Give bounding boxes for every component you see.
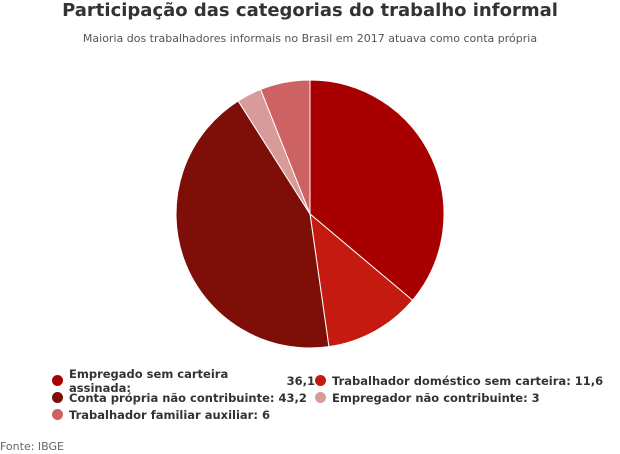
source: Fonte: IBGE bbox=[0, 440, 64, 453]
legend-marker bbox=[315, 375, 326, 386]
legend-marker bbox=[315, 392, 326, 403]
legend-value: 3 bbox=[531, 390, 540, 405]
legend-label: Empregador não contribuinte bbox=[332, 391, 532, 405]
legend-label: Trabalhador doméstico sem carteira bbox=[332, 374, 575, 388]
pie-slice bbox=[175, 100, 330, 349]
legend-label: Trabalhador familiar auxiliar bbox=[69, 408, 262, 422]
legend: Empregado sem carteira assinada36,1Traba… bbox=[52, 367, 612, 423]
legend-item: Empregado sem carteira assinada36,1 bbox=[52, 367, 315, 395]
legend-marker bbox=[52, 392, 63, 403]
legend-marker bbox=[52, 409, 63, 420]
legend-label: Conta própria não contribuinte bbox=[69, 391, 279, 405]
legend-item: Trabalhador doméstico sem carteira11,6 bbox=[315, 372, 603, 389]
chart-subtitle: Maioria dos trabalhadores informais no B… bbox=[82, 32, 538, 45]
pie-slice bbox=[309, 79, 445, 301]
legend-item: Empregador não contribuinte3 bbox=[315, 389, 540, 406]
chart-title: Participação das categorias do trabalho … bbox=[62, 0, 558, 21]
legend-value: 36,1 bbox=[286, 373, 315, 388]
legend-marker bbox=[52, 375, 63, 386]
legend-item: Conta própria não contribuinte43,2 bbox=[52, 389, 315, 406]
legend-value: 11,6 bbox=[574, 373, 604, 388]
legend-value: 43,2 bbox=[278, 390, 307, 405]
pie-slice bbox=[259, 79, 311, 215]
legend-item: Trabalhador familiar auxiliar6 bbox=[52, 406, 315, 423]
legend-value: 6 bbox=[261, 407, 270, 422]
pie-slice bbox=[309, 212, 414, 348]
